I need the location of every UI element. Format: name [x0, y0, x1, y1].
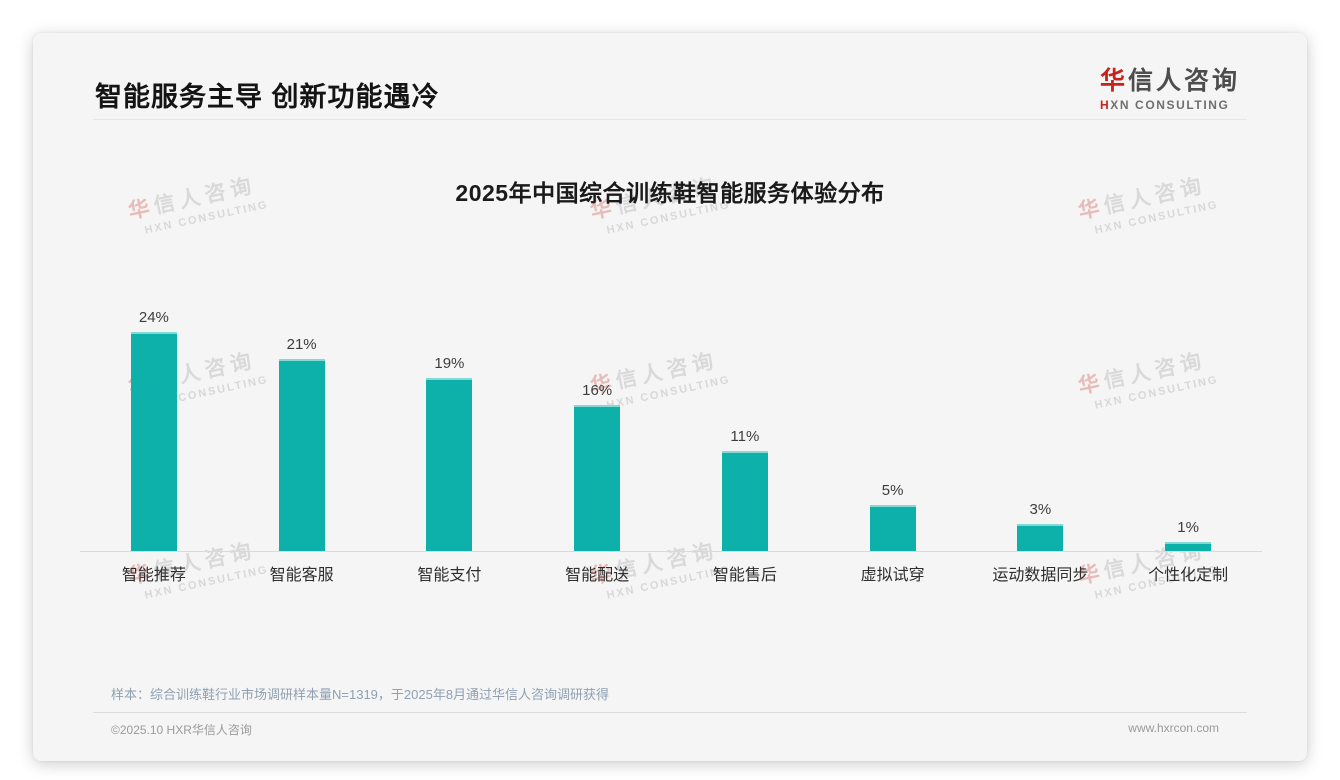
bar-value-label: 5%	[881, 482, 904, 500]
bar-slot: 19%	[376, 355, 524, 551]
brand-logo: 华信人咨询 HXN CONSULTING	[1100, 61, 1240, 112]
slide-card: 华信人咨询 HXN CONSULTING 华信人咨询 HXN CONSULTING 华信…	[33, 33, 1307, 761]
bar-slot: 21%	[228, 336, 376, 551]
brand-logo-en-rest: XN CONSULTING	[1110, 98, 1230, 112]
category-labels-row: 智能推荐 智能客服 智能支付 智能配送 智能售后 虚拟试穿 运动数据同步 个性化定制	[80, 561, 1262, 585]
bar-value-label: 16%	[582, 382, 613, 399]
bar-value-label: 1%	[1177, 518, 1199, 536]
brand-logo-english: HXN CONSULTING	[1100, 98, 1240, 112]
brand-logo-en-accent: H	[1099, 98, 1111, 112]
category-label: 智能推荐	[121, 567, 186, 584]
bar-slot: 1%	[1114, 519, 1262, 551]
category-label: 运动数据同步	[992, 567, 1089, 584]
bar-value-label: 24%	[138, 309, 169, 326]
category-label: 个性化定制	[1148, 567, 1229, 584]
footer-url: www.hxrcon.com	[1128, 721, 1219, 735]
footer: ©2025.10 HXR华信人咨询 www.hxrcon.com	[111, 721, 1219, 738]
bar-slot: 24%	[80, 309, 228, 551]
bar-slot: 11%	[671, 428, 819, 551]
category-label: 智能客服	[269, 567, 334, 584]
brand-logo-cn-rest: 信人咨询	[1127, 67, 1240, 95]
bar-slot: 16%	[523, 382, 671, 551]
category-label: 虚拟试穿	[860, 567, 925, 584]
bar	[1165, 541, 1212, 551]
bar	[1017, 523, 1064, 551]
brand-logo-chinese: 华信人咨询	[1100, 61, 1240, 97]
bar	[721, 450, 768, 551]
category-label: 智能配送	[565, 567, 630, 584]
brand-logo-cn-accent: 华	[1099, 67, 1128, 95]
bar	[574, 405, 621, 551]
page-title: 智能服务主导 创新功能遇冷	[95, 82, 440, 112]
bar-value-label: 11%	[730, 427, 760, 445]
category-label: 智能售后	[712, 567, 777, 584]
bar-slot: 3%	[967, 501, 1115, 551]
footer-copyright: ©2025.10 HXR华信人咨询	[111, 723, 252, 737]
x-axis-line	[80, 551, 1262, 552]
bar	[130, 332, 177, 551]
chart-title: 2025年中国综合训练鞋智能服务体验分布	[455, 180, 885, 206]
header-divider	[93, 119, 1247, 120]
footer-divider	[93, 712, 1247, 713]
bars-row: 24% 21% 19% 16% 11% 5% 3% 1%	[80, 309, 1262, 551]
bar-value-label: 19%	[434, 354, 465, 372]
bar	[278, 359, 325, 551]
bar-value-label: 3%	[1029, 500, 1052, 518]
bar-value-label: 21%	[286, 336, 317, 354]
bar	[869, 505, 916, 551]
bar	[426, 377, 473, 551]
category-label: 智能支付	[417, 567, 482, 584]
sample-note: 样本：综合训练鞋行业市场调研样本量N=1319，于2025年8月通过华信人咨询调…	[111, 687, 610, 702]
bar-slot: 5%	[819, 482, 967, 551]
